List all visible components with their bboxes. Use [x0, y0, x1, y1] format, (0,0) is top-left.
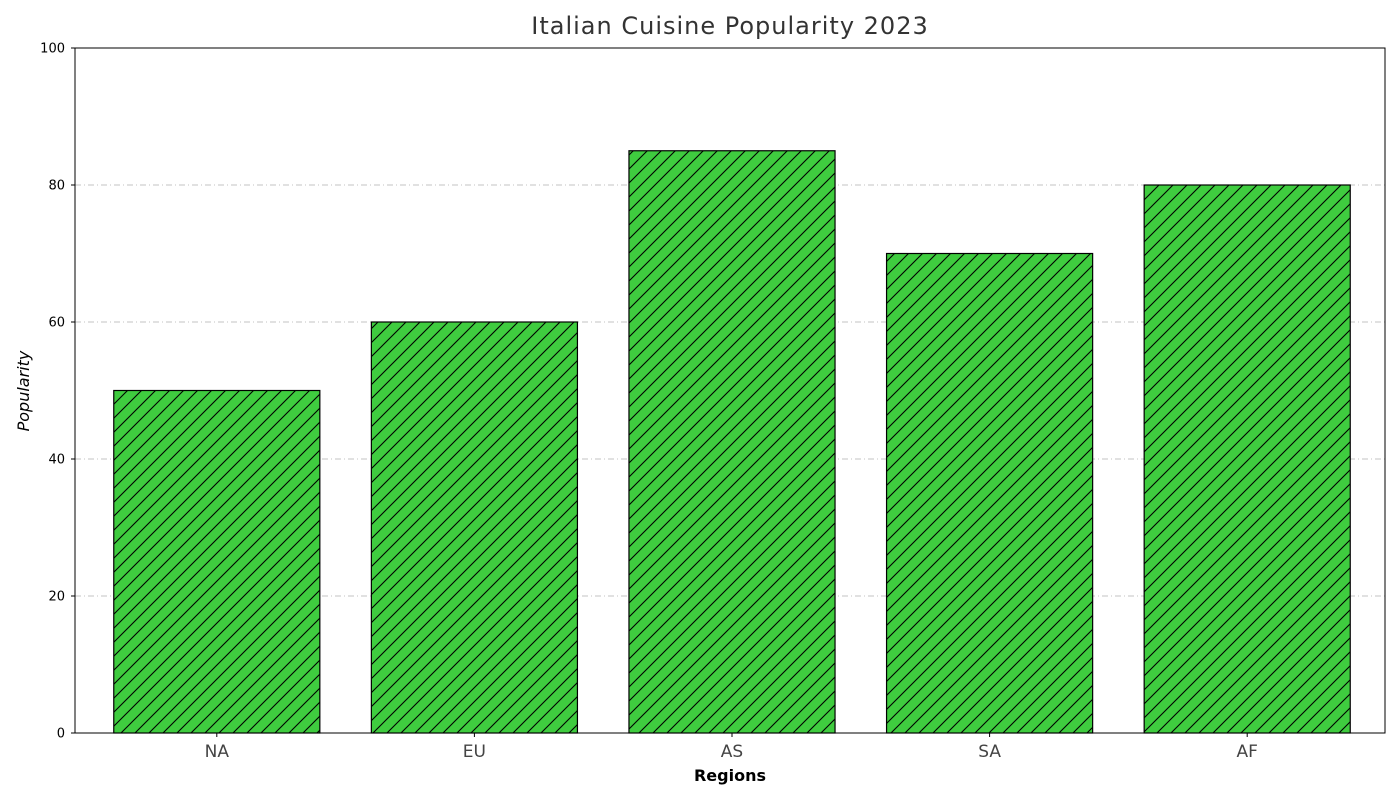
chart-title: Italian Cuisine Popularity 2023	[531, 12, 928, 40]
bar-sa	[885, 252, 1094, 734]
y-axis-ticks: 0 20 40 60 80 100	[40, 42, 75, 742]
bar-af	[1143, 184, 1351, 734]
x-tick-label: EU	[463, 742, 486, 762]
y-tick-label: 100	[40, 42, 65, 57]
plot-frame	[74, 47, 1386, 734]
bar-eu	[370, 321, 579, 734]
x-axis-label: Regions	[694, 766, 766, 785]
y-tick-label: 0	[57, 727, 65, 742]
x-tick-label: NA	[205, 742, 230, 762]
bar-na	[113, 389, 321, 734]
x-tick-label: AS	[721, 742, 743, 762]
bars	[113, 150, 1351, 734]
x-axis-ticks: NA EU AS SA AF	[205, 733, 1258, 762]
y-axis-label: Popularity	[14, 350, 33, 431]
x-tick-label: SA	[978, 742, 1001, 762]
y-tick-label: 80	[48, 179, 65, 194]
x-tick-label: AF	[1236, 742, 1257, 762]
y-tick-label: 60	[48, 316, 65, 331]
bar-as	[628, 150, 836, 734]
y-tick-label: 20	[48, 590, 65, 605]
y-tick-label: 40	[48, 453, 65, 468]
